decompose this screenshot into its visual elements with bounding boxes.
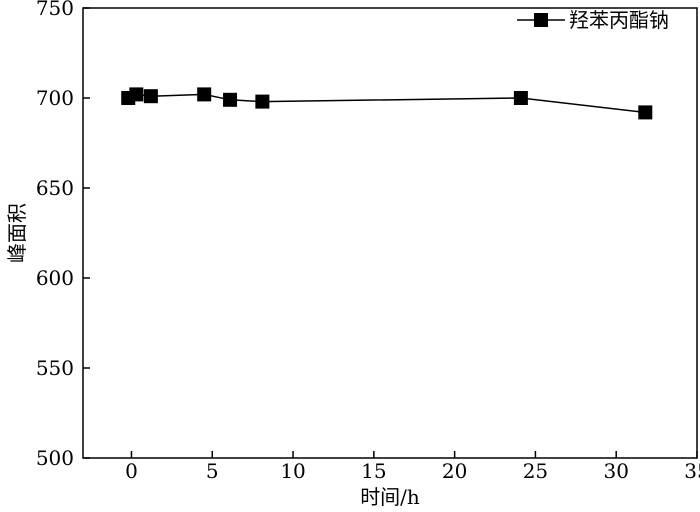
x-tick-label: 20 — [442, 459, 467, 483]
y-tick-label: 500 — [36, 446, 74, 470]
x-axis: 0 5 10 15 20 25 30 35 — [125, 451, 700, 483]
plot-area — [82, 7, 698, 459]
x-tick-label: 10 — [280, 459, 305, 483]
plot-border — [82, 7, 698, 459]
y-axis: 500 550 600 650 700 750 — [36, 0, 90, 470]
legend: 羟苯丙酯钠 — [517, 8, 669, 32]
y-axis-title: 峰面积 — [5, 203, 29, 263]
x-tick-label: 35 — [684, 459, 700, 483]
y-tick-label: 550 — [36, 356, 74, 380]
x-tick-label: 5 — [206, 459, 219, 483]
y-tick-label: 750 — [36, 0, 74, 20]
y-tick-label: 600 — [36, 266, 74, 290]
x-axis-title: 时间/h — [360, 485, 420, 509]
x-tick-label: 0 — [125, 459, 138, 483]
data-point — [255, 94, 270, 109]
legend-marker — [534, 13, 548, 27]
series-layer — [121, 87, 653, 120]
data-point — [638, 105, 653, 120]
legend-label: 羟苯丙酯钠 — [569, 8, 669, 32]
x-tick-label: 25 — [523, 459, 548, 483]
y-tick-label: 700 — [36, 86, 74, 110]
x-tick-label: 15 — [361, 459, 386, 483]
data-point — [143, 89, 158, 104]
data-point — [129, 87, 144, 102]
data-point — [197, 87, 212, 102]
data-point — [223, 92, 238, 107]
data-point — [513, 91, 528, 105]
y-tick-label: 650 — [36, 176, 74, 200]
x-tick-label: 30 — [603, 459, 628, 483]
